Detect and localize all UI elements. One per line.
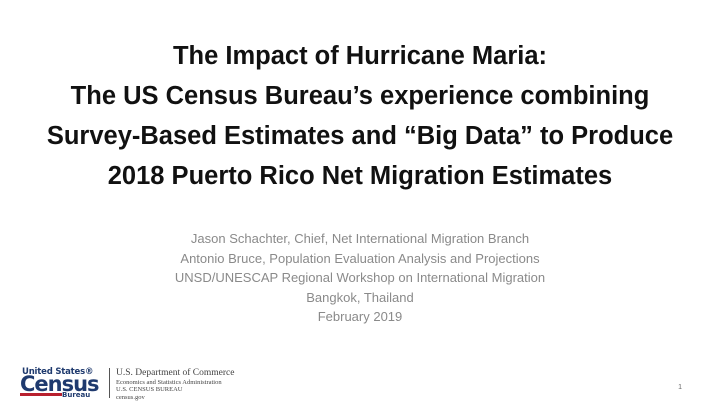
page-number: 1	[678, 384, 682, 391]
title-line: 2018 Puerto Rico Net Migration Estimates	[107, 162, 613, 190]
census-bureau-logo: United States® Census Bureau	[20, 366, 100, 400]
slide-title: The Impact of Hurricane Maria: The US Ce…	[20, 36, 700, 196]
title-line: The Impact of Hurricane Maria:	[172, 42, 548, 70]
footer-divider	[109, 368, 110, 398]
slide-subtitle: Jason Schachter, Chief, Net Internationa…	[60, 229, 660, 327]
department-line: Economics and Statistics Administration	[116, 379, 222, 386]
subtitle-line: Antonio Bruce, Population Evaluation Ana…	[180, 250, 540, 266]
title-line: The US Census Bureau’s experience combin…	[70, 82, 650, 110]
subtitle-line: February 2019	[317, 309, 403, 325]
logo-main-text: Census	[20, 372, 100, 396]
logo-top-text: United States®	[22, 367, 94, 377]
department-name: U.S. Department of Commerce	[116, 368, 235, 378]
subtitle-line: Jason Schachter, Chief, Net Internationa…	[190, 231, 530, 246]
department-line: U.S. CENSUS BUREAU	[116, 386, 183, 394]
department-block: U.S. Department of Commerce Economics an…	[116, 368, 234, 401]
subtitle-line: Bangkok, Thailand	[306, 289, 414, 305]
subtitle-line: UNSD/UNESCAP Regional Workshop on Intern…	[174, 270, 546, 286]
department-line: census.gov	[116, 393, 145, 401]
title-line: Survey-Based Estimates and “Big Data” to…	[46, 122, 674, 150]
footer: United States® Census Bureau U.S. Depart…	[20, 366, 280, 401]
logo-bottom-text: Bureau	[62, 391, 91, 399]
logo-swoosh	[20, 393, 62, 396]
